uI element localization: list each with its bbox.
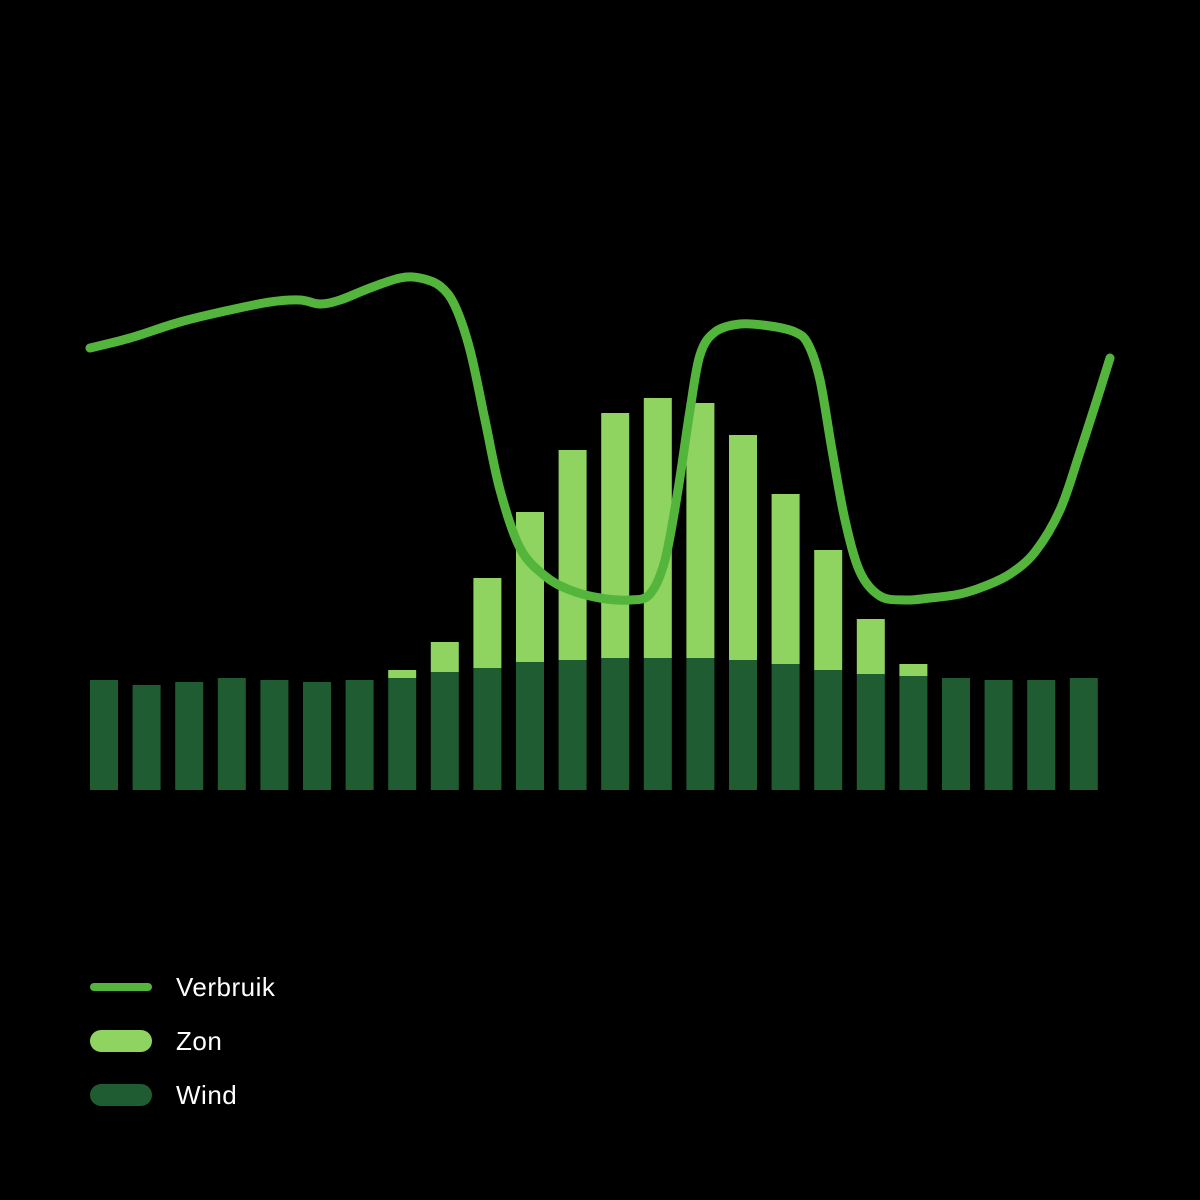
bar-zon — [473, 578, 501, 668]
legend-line-icon — [90, 983, 152, 991]
legend-item-zon: Zon — [90, 1014, 275, 1068]
bar-wind — [218, 678, 246, 790]
legend: Verbruik Zon Wind — [90, 960, 275, 1122]
bar-wind — [942, 678, 970, 790]
bar-wind — [899, 676, 927, 790]
bar-wind — [388, 678, 416, 790]
verbruik-line — [90, 277, 1110, 600]
bar-wind — [346, 680, 374, 790]
bar-wind — [559, 660, 587, 790]
bar-wind — [601, 658, 629, 790]
bar-wind — [644, 658, 672, 790]
bar-zon — [729, 435, 757, 660]
bar-wind — [133, 685, 161, 790]
bar-zon — [857, 619, 885, 674]
bar-wind — [175, 682, 203, 790]
bar-wind — [772, 664, 800, 790]
bar-zon — [559, 450, 587, 660]
bar-zon — [601, 413, 629, 658]
bar-wind — [1027, 680, 1055, 790]
legend-label: Wind — [176, 1080, 237, 1111]
legend-item-verbruik: Verbruik — [90, 960, 275, 1014]
bar-wind — [303, 682, 331, 790]
bar-zon — [686, 403, 714, 658]
bar-zon — [516, 512, 544, 662]
bar-wind — [985, 680, 1013, 790]
bar-wind — [431, 672, 459, 790]
bar-wind — [686, 658, 714, 790]
legend-item-wind: Wind — [90, 1068, 275, 1122]
legend-swatch-icon — [90, 1030, 152, 1052]
bar-zon — [431, 642, 459, 672]
legend-label: Zon — [176, 1026, 222, 1057]
bar-wind — [260, 680, 288, 790]
bar-zon — [772, 494, 800, 664]
legend-swatch-icon — [90, 1084, 152, 1106]
bar-wind — [729, 660, 757, 790]
bar-wind — [90, 680, 118, 790]
bar-zon — [814, 550, 842, 670]
legend-label: Verbruik — [176, 972, 275, 1003]
bar-wind — [814, 670, 842, 790]
bar-wind — [473, 668, 501, 790]
bar-zon — [899, 664, 927, 676]
bar-wind — [1070, 678, 1098, 790]
bar-wind — [516, 662, 544, 790]
bar-wind — [857, 674, 885, 790]
bar-zon — [388, 670, 416, 678]
